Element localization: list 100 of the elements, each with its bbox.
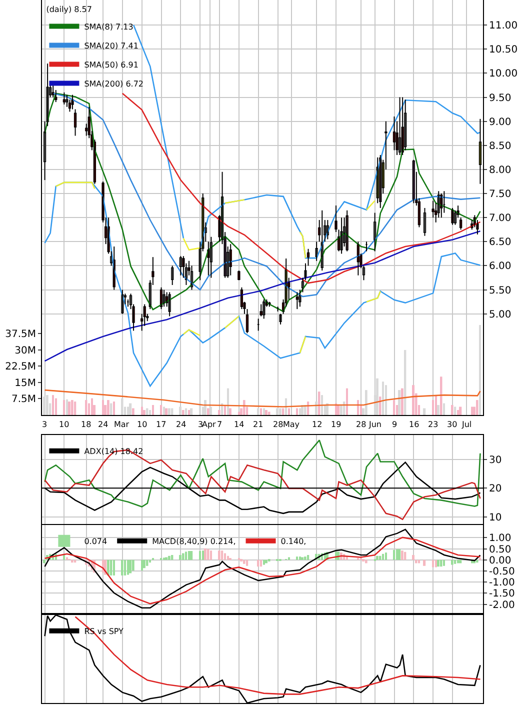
y-tick-label: 5.50	[489, 285, 512, 296]
bar	[443, 403, 445, 415]
y-tick-label: 30	[489, 454, 502, 466]
bar	[163, 406, 165, 415]
bar	[423, 408, 426, 415]
bar	[398, 390, 401, 415]
bar	[129, 403, 132, 415]
x-tick-label: Mar	[114, 420, 130, 429]
x-tick-label: 30	[447, 420, 458, 429]
x-tick-label: Jul	[461, 420, 472, 429]
x-tick-label: 18	[81, 420, 92, 429]
bar	[379, 556, 382, 560]
legend-label: SMA(20) 7.41	[84, 41, 138, 50]
y-tick-label: 0.00	[489, 555, 512, 566]
bar	[182, 553, 184, 560]
bar	[382, 382, 384, 415]
y-tick-label: -0.50	[489, 566, 515, 578]
bar	[168, 408, 170, 415]
bar	[365, 390, 368, 415]
bar	[218, 550, 220, 560]
x-tick-label: 14	[234, 420, 244, 429]
bar	[412, 385, 414, 415]
y-tick-label: 6.00	[489, 261, 512, 272]
bar	[454, 560, 456, 564]
bar	[257, 408, 260, 415]
bar	[437, 405, 440, 415]
bar	[454, 406, 456, 415]
bar	[398, 549, 401, 560]
bar	[121, 560, 124, 576]
bar	[129, 560, 132, 574]
bar	[207, 408, 210, 415]
bar	[299, 556, 301, 560]
x-tick-label: 10	[137, 420, 148, 429]
bar	[476, 560, 478, 563]
bar	[185, 408, 188, 415]
bar	[451, 405, 454, 415]
bar	[207, 549, 210, 560]
bar	[412, 555, 414, 560]
bar	[210, 406, 212, 415]
bar	[299, 408, 301, 415]
bar	[121, 398, 124, 415]
bar	[132, 408, 134, 415]
bar	[285, 398, 287, 415]
x-tick-label: 16	[409, 420, 420, 429]
legend-label: SMA(50) 6.91	[84, 60, 138, 70]
bar	[376, 378, 378, 415]
y-tick-label: 11.00	[489, 20, 518, 32]
y-tick-label: 1.00	[489, 533, 512, 544]
bar	[423, 560, 426, 566]
bar	[296, 408, 298, 415]
bar	[188, 410, 190, 415]
bar	[479, 325, 482, 415]
bar	[199, 551, 201, 560]
y-tick-label: 0.50	[489, 544, 512, 556]
bar	[276, 408, 279, 415]
bar	[221, 550, 224, 560]
bar	[337, 405, 340, 415]
x-tick-label: Apr	[202, 420, 217, 429]
y-tick-label: -2.00	[489, 600, 515, 611]
bar	[326, 403, 329, 415]
bar	[143, 410, 146, 415]
bar	[459, 406, 462, 415]
bar	[476, 400, 478, 415]
bar	[307, 555, 310, 560]
x-tick-label: 28	[356, 420, 366, 429]
x-tick-label: 28	[273, 420, 284, 429]
y-tick-label: 8.00	[489, 164, 512, 176]
x-tick-label: 3	[42, 420, 48, 429]
bar	[182, 410, 184, 415]
bar	[168, 556, 170, 560]
y2-tick-label: 30M	[14, 345, 36, 356]
bar	[346, 388, 348, 415]
y2-tick-label: 15M	[14, 378, 36, 389]
bar	[265, 410, 268, 415]
bar	[265, 560, 268, 564]
bar	[357, 400, 360, 415]
bar	[288, 408, 290, 415]
bar	[224, 553, 226, 560]
bar	[435, 560, 437, 568]
text: (daily) 8.57	[46, 4, 92, 14]
legend-label: SMA(200) 6.72	[84, 79, 144, 88]
bar	[432, 560, 434, 568]
bar	[382, 554, 384, 560]
bar	[451, 560, 454, 565]
bar	[152, 405, 154, 415]
bar	[190, 551, 193, 560]
y-tick-label: 10.00	[489, 68, 518, 80]
bar	[179, 406, 182, 415]
x-tick-label: 17	[156, 420, 166, 429]
bar	[238, 412, 240, 415]
y-tick-label: 20	[489, 484, 502, 495]
x-tick-label: Jun	[368, 420, 382, 429]
bar	[160, 405, 162, 415]
x-tick-label: 9	[392, 420, 398, 429]
x-tick-label: 24	[176, 420, 186, 429]
y-tick-label: 7.50	[489, 189, 512, 200]
bar	[393, 400, 396, 415]
bar	[165, 557, 168, 560]
bar	[260, 408, 262, 415]
bar	[268, 412, 270, 415]
